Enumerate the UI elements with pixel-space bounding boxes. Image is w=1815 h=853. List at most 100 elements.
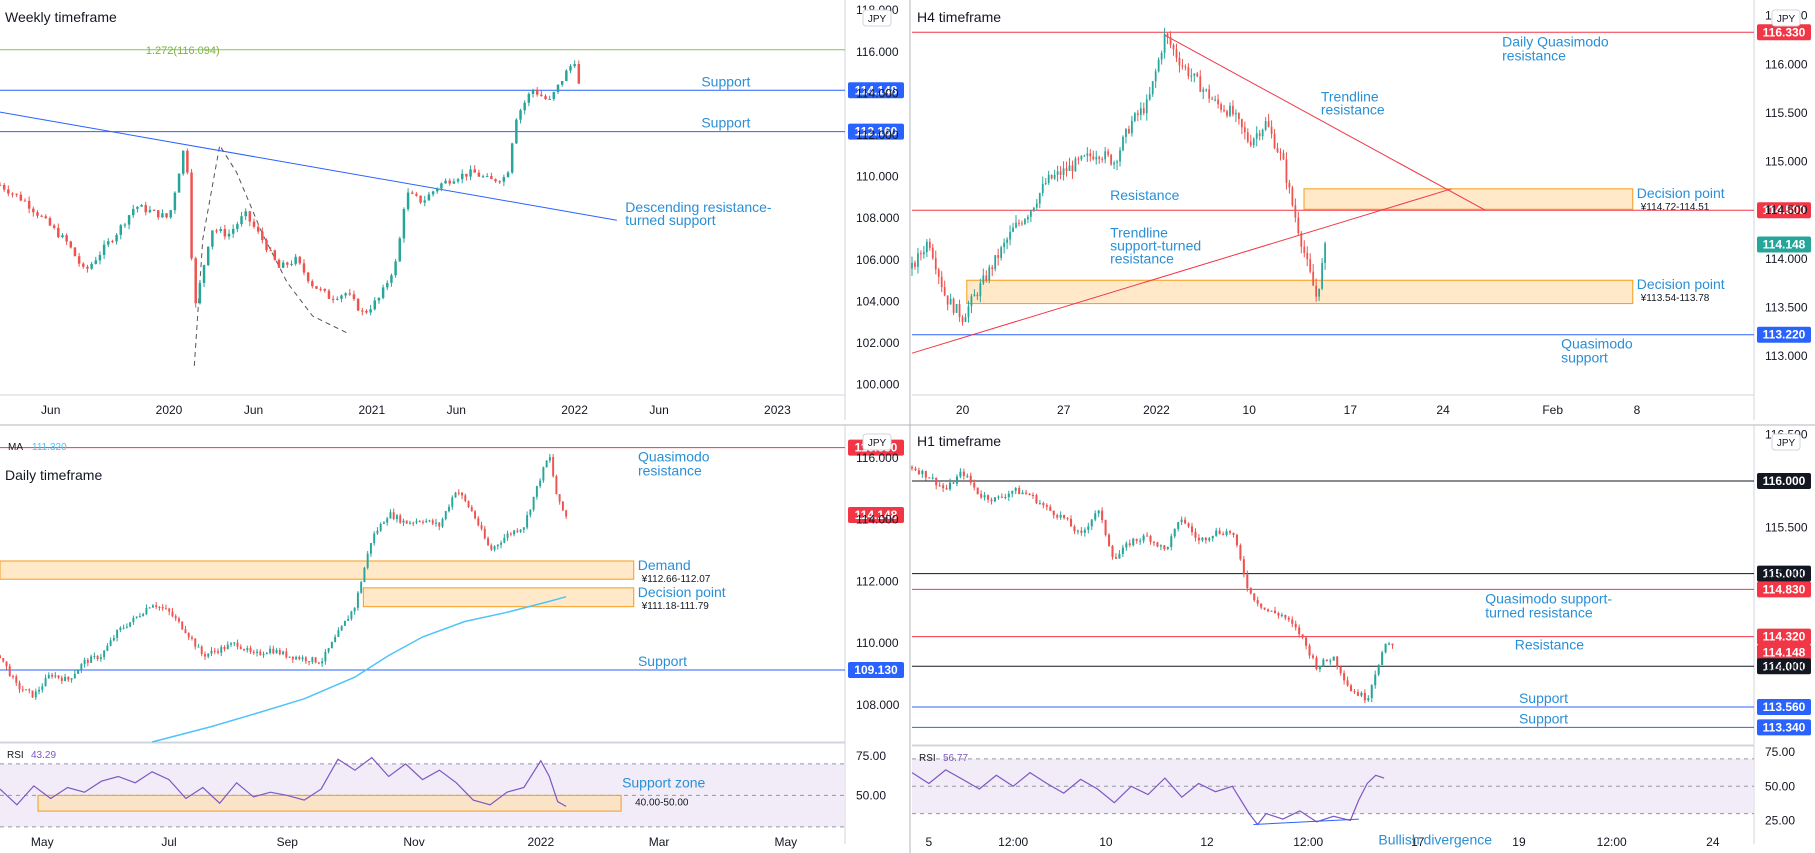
candle-body [1011, 490, 1014, 494]
candle-body [181, 150, 185, 174]
candle-body [955, 304, 958, 313]
candle-body [934, 258, 937, 270]
price-tick-label: 114.000 [1765, 252, 1808, 266]
rsi-tick-label: 25.00 [1765, 813, 1795, 827]
candle-body [1160, 52, 1163, 60]
candle-body [1225, 531, 1228, 535]
candle-body [1197, 537, 1200, 541]
candle-body [431, 520, 434, 524]
currency-badge-text: JPY [1777, 438, 1796, 449]
candle-body [1308, 645, 1311, 656]
candle-body [317, 662, 320, 664]
candle-body [337, 630, 340, 637]
candle-body [1118, 553, 1121, 559]
candle-body [1246, 132, 1249, 142]
candle-body [19, 194, 23, 201]
candle-body [215, 230, 218, 232]
candle-body [942, 485, 945, 489]
price-tick-label: 116.000 [856, 45, 899, 59]
candle-body [86, 659, 89, 663]
rsi-support-zone [37, 794, 622, 812]
price-badge [1757, 644, 1811, 661]
candle-body [311, 281, 314, 287]
candle-body [119, 627, 122, 631]
candle-body [28, 689, 31, 691]
candle-body [331, 298, 335, 300]
candle-body [976, 487, 979, 494]
candle-body [1009, 231, 1011, 240]
candle-body [532, 496, 535, 510]
candle-body [945, 488, 948, 490]
candle-body [107, 241, 110, 245]
candle-body [448, 506, 450, 512]
candle-body [57, 675, 60, 678]
candle-body [177, 173, 181, 193]
candle-body [158, 606, 161, 608]
candle-body [1315, 285, 1318, 297]
candle-body [211, 230, 214, 247]
candle-body [1018, 488, 1021, 495]
candle-body [1053, 174, 1056, 179]
price-tick-label: 113.500 [1765, 300, 1808, 314]
candle-body [219, 229, 222, 231]
candle-body [1377, 664, 1380, 675]
candle-body [61, 235, 64, 238]
candle-body [917, 470, 920, 475]
candle-body [1190, 526, 1194, 533]
candle-body [406, 192, 410, 210]
candle-body [1004, 496, 1007, 498]
candle-body [552, 457, 555, 477]
candle-body [577, 64, 581, 84]
candle-body [94, 260, 98, 264]
candle-body [1367, 698, 1370, 701]
candle-body [1131, 120, 1133, 134]
time-tick-label: Jun [649, 403, 668, 417]
candle-body [415, 521, 418, 523]
candle-body [1114, 557, 1117, 559]
candle-body [422, 521, 424, 523]
candle-body [1152, 541, 1156, 543]
candle-body [438, 522, 441, 527]
candle-body [1291, 187, 1294, 206]
candle-body [1065, 168, 1068, 172]
candle-body [1232, 105, 1234, 115]
level-label: Quasimodo [638, 449, 710, 465]
candle-body [44, 678, 47, 687]
candle-body [494, 179, 497, 182]
candle-body [1128, 128, 1130, 134]
candle-body [155, 605, 158, 608]
candle-body [288, 656, 291, 658]
candle-body [509, 533, 512, 535]
candle-body [1217, 99, 1219, 105]
candle-body [469, 169, 472, 177]
candle-body [1346, 680, 1349, 686]
candle-body [1125, 543, 1128, 548]
candle-body [1142, 108, 1145, 114]
trendline [911, 188, 1452, 354]
price-badge [848, 662, 904, 679]
candle-body [1356, 692, 1359, 696]
candle-body [991, 267, 994, 269]
price-badge-text: 114.148 [855, 83, 898, 97]
candle-body [31, 690, 34, 698]
candle-body [548, 457, 551, 461]
candle-body [1006, 239, 1008, 243]
candle-body [1235, 113, 1237, 115]
candle-body [983, 495, 986, 498]
candle-body [198, 282, 202, 304]
time-tick-label: 12:00 [1293, 835, 1323, 849]
zone-label: Decision point [1637, 276, 1725, 292]
candle-body [1149, 535, 1152, 542]
candle-body [319, 288, 322, 290]
candle-body [940, 276, 943, 288]
candle-body [519, 529, 522, 532]
candle-body [181, 621, 184, 630]
rsi-tick-label: 75.00 [856, 749, 886, 763]
candle-body [510, 143, 514, 173]
candle-body [1273, 610, 1277, 614]
candle-body [1363, 692, 1366, 701]
candle-body [498, 181, 501, 183]
candle-body [966, 475, 969, 477]
